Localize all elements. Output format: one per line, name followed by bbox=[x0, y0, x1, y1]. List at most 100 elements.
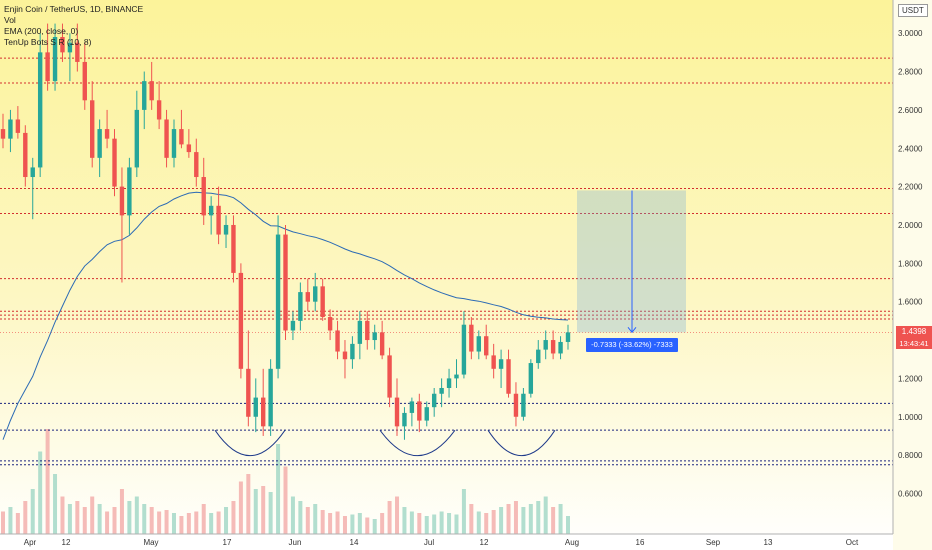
volume-bar bbox=[23, 501, 28, 534]
volume-bar bbox=[528, 504, 533, 534]
volume-bar bbox=[149, 507, 154, 534]
symbol-title[interactable]: Enjin Coin / TetherUS, 1D, BINANCE bbox=[4, 4, 144, 14]
volume-bar bbox=[499, 507, 504, 534]
x-tick-label: 14 bbox=[350, 538, 359, 547]
candle-body bbox=[543, 340, 548, 350]
volume-bar bbox=[194, 511, 199, 534]
currency-label[interactable]: USDT bbox=[898, 4, 928, 17]
candle-body bbox=[283, 234, 288, 331]
volume-bar bbox=[335, 511, 340, 534]
volume-bar bbox=[253, 489, 258, 534]
candle-body bbox=[350, 343, 355, 360]
candle-body bbox=[290, 320, 296, 331]
candle-body bbox=[513, 393, 519, 417]
volume-bar bbox=[186, 513, 191, 534]
candle-body bbox=[446, 378, 452, 388]
candle-body bbox=[313, 286, 318, 302]
measure-arrow-head bbox=[627, 327, 637, 334]
volume-bar bbox=[476, 511, 481, 534]
volume-bar bbox=[67, 504, 72, 534]
volume-bar bbox=[97, 504, 102, 534]
candle-body bbox=[67, 42, 73, 53]
volume-bar bbox=[8, 507, 13, 534]
indicator-volume[interactable]: Vol bbox=[4, 15, 16, 25]
time-axis: Apr 12 May 17 Jun 14 Jul 12 Aug 16 Sep 13 Oct bbox=[0, 533, 893, 550]
candle-body bbox=[0, 129, 6, 139]
volume-bar bbox=[134, 496, 139, 534]
volume-bar bbox=[313, 504, 318, 534]
candle-body bbox=[320, 286, 325, 318]
candle-body bbox=[149, 81, 154, 101]
candle-body bbox=[439, 387, 444, 394]
candle-body bbox=[216, 205, 221, 235]
volume-bar bbox=[372, 519, 377, 534]
candle-body bbox=[498, 359, 504, 369]
pattern-arc bbox=[214, 429, 286, 456]
volume-bar bbox=[238, 481, 243, 534]
candle-body bbox=[134, 109, 140, 168]
candle-body bbox=[30, 167, 35, 178]
volume-bar bbox=[342, 516, 347, 534]
y-tick-label: 2.0000 bbox=[898, 221, 923, 230]
candle-body bbox=[528, 363, 534, 394]
volume-bar bbox=[454, 514, 459, 534]
candle-body bbox=[431, 393, 437, 408]
volume-bar bbox=[112, 507, 117, 534]
volume-bar bbox=[201, 504, 206, 534]
price-axis-bg bbox=[893, 0, 932, 550]
candle-body bbox=[476, 336, 481, 352]
y-tick-label: 1.0000 bbox=[898, 413, 923, 422]
volume-bar bbox=[276, 444, 281, 534]
candle-body bbox=[104, 129, 110, 139]
candle-body bbox=[253, 397, 258, 417]
volume-bar bbox=[90, 496, 95, 534]
volume-bar bbox=[387, 501, 392, 534]
volume-bar bbox=[142, 504, 147, 534]
candle-body bbox=[37, 52, 43, 168]
candle-body bbox=[186, 144, 192, 153]
y-tick-label: 0.6000 bbox=[898, 489, 923, 498]
candle-body bbox=[484, 336, 489, 356]
x-tick-label: 12 bbox=[62, 538, 71, 547]
y-tick-label: 2.4000 bbox=[898, 144, 923, 153]
x-tick-label: Sep bbox=[706, 538, 721, 547]
volume-bar bbox=[246, 474, 251, 534]
candle-body bbox=[246, 368, 251, 417]
volume-bar bbox=[268, 492, 273, 534]
candle-body bbox=[298, 292, 303, 321]
candle-body bbox=[171, 129, 177, 158]
volume-bar bbox=[461, 489, 466, 534]
candle-body bbox=[60, 37, 65, 53]
volume-bar bbox=[298, 501, 303, 534]
volume-bar bbox=[365, 517, 370, 534]
y-tick-label: 0.8000 bbox=[898, 451, 923, 460]
candle-body bbox=[491, 355, 496, 369]
volume-bar bbox=[424, 516, 429, 534]
volume-bar bbox=[447, 513, 452, 534]
volume-bar bbox=[60, 496, 65, 534]
candle-body bbox=[372, 332, 377, 341]
indicator-ema[interactable]: EMA (200, close, 0) bbox=[4, 26, 79, 36]
volume-bar bbox=[261, 486, 266, 534]
x-tick-label: 12 bbox=[480, 538, 489, 547]
price-axis: 3.0000 2.8000 2.6000 2.4000 2.2000 2.0000 1.80… bbox=[892, 0, 932, 550]
candle-body bbox=[521, 393, 526, 417]
x-tick-label: Aug bbox=[565, 538, 579, 547]
candle-body bbox=[75, 42, 80, 62]
candle-body bbox=[365, 320, 370, 341]
volume-bar bbox=[439, 511, 444, 534]
candle-body bbox=[536, 349, 541, 364]
indicator-sr[interactable]: TenUp Bots S R (10, 8) bbox=[4, 37, 92, 47]
volume-bar bbox=[409, 511, 414, 534]
volume-bar bbox=[328, 513, 333, 534]
volume-bar bbox=[551, 507, 556, 534]
x-tick-label: May bbox=[143, 538, 158, 547]
x-tick-label: Oct bbox=[846, 538, 859, 547]
candle-body bbox=[23, 132, 28, 178]
volume-bar bbox=[164, 510, 169, 534]
volume-bar bbox=[432, 514, 437, 534]
y-tick-label: 2.6000 bbox=[898, 106, 923, 115]
volume-bar bbox=[1, 511, 5, 534]
